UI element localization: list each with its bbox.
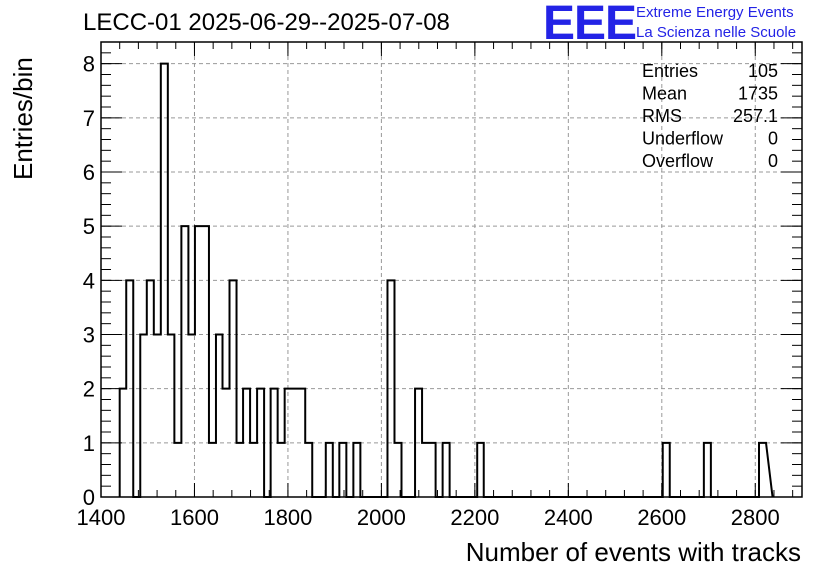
stats-label: Entries xyxy=(642,61,698,81)
y-tick-label: 8 xyxy=(83,52,95,77)
x-axis-label: Number of events with tracks xyxy=(465,537,801,567)
stats-label: RMS xyxy=(642,106,682,126)
plot-frame xyxy=(100,41,803,498)
logo-line-1: Extreme Energy Events xyxy=(636,4,794,21)
x-tick-label: 2200 xyxy=(450,505,499,530)
stats-value: 0 xyxy=(768,129,778,149)
chart-title: LECC-01 2025-06-29--2025-07-08 xyxy=(83,9,450,36)
x-tick-label: 2600 xyxy=(637,505,686,530)
y-tick-label: 6 xyxy=(83,160,95,185)
stats-value: 105 xyxy=(748,61,778,81)
y-tick-label: 3 xyxy=(83,323,95,348)
y-tick-label: 0 xyxy=(83,485,95,510)
stats-value: 0 xyxy=(768,151,778,171)
x-tick-label: 2400 xyxy=(544,505,593,530)
stats-value: 257.1 xyxy=(733,106,778,126)
y-tick-label: 7 xyxy=(83,106,95,131)
stats-value: 1735 xyxy=(738,84,778,104)
eee-logo: EEE xyxy=(543,0,637,50)
y-tick-label: 4 xyxy=(83,268,95,293)
x-tick-label: 2800 xyxy=(731,505,780,530)
grid-lines xyxy=(100,42,802,497)
y-axis-label: Entries/bin xyxy=(8,57,38,180)
tick-labels: 1400 1600 1800 2000 2200 2400 2600 2800 0 1 2 3 4 5 6 7… xyxy=(77,52,780,530)
y-tick-label: 2 xyxy=(83,377,95,402)
x-tick-label: 1600 xyxy=(170,505,219,530)
x-tick-label: 2000 xyxy=(357,505,406,530)
axis-ticks xyxy=(100,41,802,498)
stats-box: Entries 105 Mean 1735 RMS 257.1 Underflow 0 Over… xyxy=(642,61,778,171)
y-tick-label: 1 xyxy=(83,431,95,456)
logo-caption: Extreme Energy Events La Scienza nelle S… xyxy=(636,3,796,43)
stats-label: Underflow xyxy=(642,129,724,149)
y-tick-label: 5 xyxy=(83,214,95,239)
stats-label: Overflow xyxy=(642,151,714,171)
stats-label: Mean xyxy=(642,84,687,104)
x-tick-label: 1400 xyxy=(77,505,126,530)
logo-line-2: La Scienza nelle Scuole xyxy=(636,24,797,41)
x-tick-label: 1800 xyxy=(263,505,312,530)
